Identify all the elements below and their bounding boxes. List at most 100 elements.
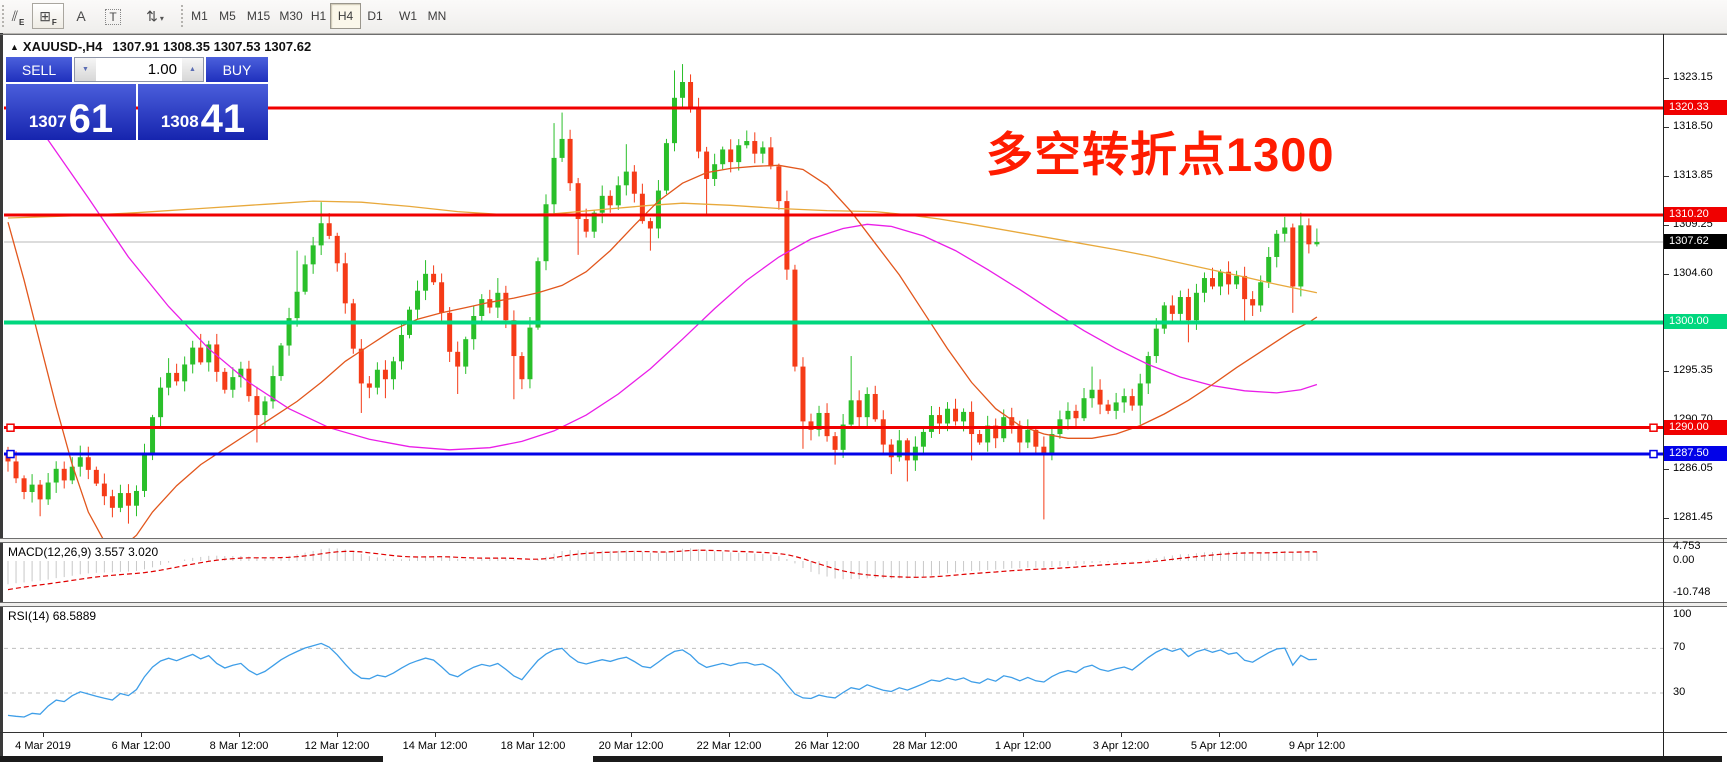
timeframe-m15-button[interactable]: M15	[242, 3, 275, 29]
rsi-label: RSI(14) 68.5889	[8, 609, 97, 623]
textbox-button[interactable]: T	[99, 3, 127, 29]
time-axis-label: 3 Apr 12:00	[1092, 740, 1150, 752]
text-label-button[interactable]: A	[68, 3, 94, 29]
rsi-axis-label: 100	[1673, 608, 1692, 620]
draw-hatch-icon: ⫽	[11, 8, 18, 24]
price-badge-1290.00: 1290.00	[1664, 419, 1727, 435]
price-axis-border	[1663, 34, 1664, 757]
time-axis-label: 28 Mar 12:00	[892, 740, 958, 752]
chart-title: ▲ XAUUSD-,H4 1307.91 1308.35 1307.53 1307.…	[10, 39, 311, 54]
volume-increase-button[interactable]: ▲	[182, 58, 203, 81]
toolbar-grip-timeframes[interactable]	[181, 5, 186, 27]
price-axis-label: 1286.05	[1673, 462, 1713, 475]
time-axis-label: 1 Apr 12:00	[994, 740, 1052, 752]
toolbar-grip[interactable]	[2, 5, 7, 27]
window-left-border	[0, 33, 3, 757]
time-axis-tick	[239, 733, 240, 737]
hline-handle[interactable]	[6, 423, 15, 432]
draw-hatch-button[interactable]: ⫽E	[5, 3, 31, 29]
timeframe-h4-button[interactable]: H4	[330, 3, 361, 29]
main-macd-splitter[interactable]	[0, 538, 1727, 543]
price-axis-tick	[1664, 78, 1669, 80]
chart-symbol-period: XAUUSD-,H4	[22, 39, 103, 54]
textbox-icon: T	[105, 9, 121, 25]
time-axis-tick	[1023, 733, 1024, 737]
grid-fibo-button[interactable]: ⊞F	[32, 3, 64, 29]
hline-handle[interactable]	[1649, 423, 1658, 432]
timeframe-mn-button[interactable]: MN	[422, 3, 452, 29]
chart-panel-top-border	[0, 34, 1727, 35]
hline-handle[interactable]	[1649, 449, 1658, 459]
time-axis-tick	[435, 733, 436, 737]
price-axis-tick	[1664, 273, 1669, 275]
price-axis-tick	[1664, 469, 1669, 471]
rsi-panel-canvas	[4, 642, 1663, 718]
dropdown-caret-icon: ▾	[159, 14, 164, 23]
one-click-collapse-icon[interactable]: ▲	[10, 42, 19, 52]
volume-input[interactable]	[96, 58, 182, 81]
timeframe-h1-button[interactable]: H1	[306, 3, 331, 29]
time-axis-label: 9 Apr 12:00	[1288, 740, 1346, 752]
ma-fast-orangered	[7, 164, 1318, 538]
time-axis-label: 18 Mar 12:00	[500, 740, 566, 752]
time-axis-tick	[925, 733, 926, 737]
macd-axis-label: 0.00	[1673, 554, 1695, 566]
macd-signal-line	[7, 549, 1317, 591]
bottom-bar-left	[0, 756, 383, 762]
ask-price-pips: 41	[200, 97, 246, 141]
time-axis-tick	[1219, 733, 1220, 737]
up-arrow-icon: ▲	[189, 66, 196, 73]
macd-rsi-splitter[interactable]	[0, 602, 1727, 607]
price-badge-1287.50: 1287.50	[1664, 446, 1727, 462]
time-axis-label: 6 Mar 12:00	[111, 740, 171, 752]
ask-price-tile[interactable]: 1308 41	[138, 84, 268, 140]
time-axis-label: 20 Mar 12:00	[598, 740, 664, 752]
main-chart-canvas[interactable]	[4, 35, 1663, 538]
bid-price-pips: 61	[68, 97, 114, 141]
grid-fibo-icon: ⊞	[39, 8, 51, 24]
price-axis-tick	[1664, 371, 1669, 373]
rsi-axis-label: 70	[1673, 641, 1686, 654]
price-badge-1300.00: 1300.00	[1664, 314, 1727, 330]
ma-slow-goldenrod	[7, 200, 1318, 294]
timeframe-m5-button[interactable]: M5	[214, 3, 241, 29]
price-axis-label: 1281.45	[1673, 510, 1713, 523]
timeframe-d1-button[interactable]: D1	[362, 3, 388, 29]
price-axis-label: 1318.50	[1673, 120, 1713, 133]
time-axis-tick	[533, 733, 534, 737]
sell-button[interactable]: SELL	[6, 57, 72, 82]
volume-stepper: ▼ ▲	[74, 57, 204, 82]
time-axis-tick	[827, 733, 828, 737]
price-badge-1310.20: 1310.20	[1664, 206, 1727, 222]
timeframe-m30-button[interactable]: M30	[275, 3, 307, 29]
sort-arrows-icon: ⇅	[146, 8, 158, 24]
macd-values: 3.557 3.020	[94, 545, 159, 559]
ma-mid-magenta	[7, 89, 1318, 451]
time-axis-tick	[1121, 733, 1122, 737]
rsi-axis-label: 30	[1673, 685, 1686, 698]
one-click-trading-panel: SELL ▼ ▲ BUY 1307 61 1308 41	[6, 57, 268, 140]
price-axis-label: 1323.15	[1673, 71, 1713, 84]
volume-decrease-button[interactable]: ▼	[75, 58, 96, 81]
timeframe-w1-button[interactable]: W1	[394, 3, 422, 29]
price-axis-label: 1313.85	[1673, 169, 1713, 182]
time-axis-tick	[43, 733, 44, 737]
time-axis-tick	[631, 733, 632, 737]
text-label-icon: A	[76, 8, 86, 24]
bid-price-tile[interactable]: 1307 61	[6, 84, 136, 140]
sort-arrows-button[interactable]: ⇅ ▾	[133, 3, 177, 29]
buy-button[interactable]: BUY	[206, 57, 268, 82]
rsi-line	[7, 642, 1317, 718]
macd-axis-label: -10.748	[1673, 586, 1711, 599]
price-axis-tick	[1664, 224, 1669, 226]
hline-handle[interactable]	[6, 449, 15, 459]
time-axis-label: 4 Mar 2019	[15, 740, 71, 752]
macd-panel-canvas	[7, 548, 1318, 591]
price-axis-tick	[1664, 127, 1669, 129]
timeframe-m1-button[interactable]: M1	[186, 3, 213, 29]
time-axis-label: 12 Mar 12:00	[304, 740, 370, 752]
bid-price-integer: 1307	[28, 112, 67, 131]
time-axis-tick	[729, 733, 730, 737]
macd-label: MACD(12,26,9) 3.557 3.020	[8, 545, 159, 559]
